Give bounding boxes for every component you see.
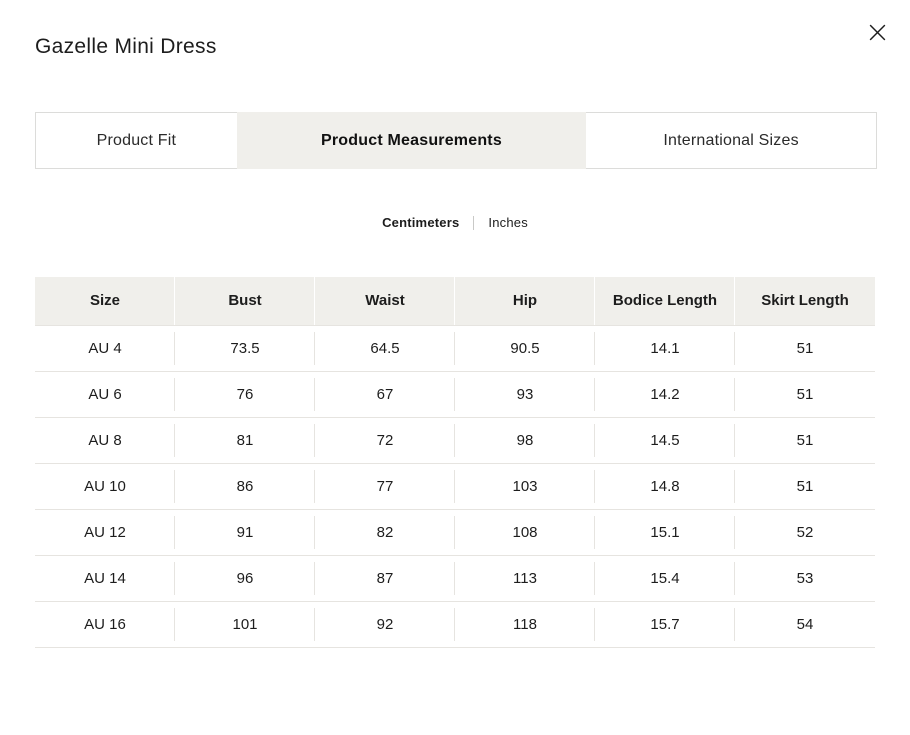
measurement-cell: 108 — [455, 509, 595, 556]
measurement-cell: 87 — [315, 555, 455, 602]
table-row: AU 12 91 82 108 15.1 52 — [35, 509, 875, 556]
measurement-cell: 67 — [315, 371, 455, 418]
table-row: AU 16 101 92 118 15.7 54 — [35, 601, 875, 648]
measurement-cell: 98 — [455, 417, 595, 464]
measurement-cell: 92 — [315, 601, 455, 648]
table-row: AU 14 96 87 113 15.4 53 — [35, 555, 875, 602]
column-header: Bodice Length — [595, 277, 736, 326]
unit-divider — [473, 215, 475, 230]
close-button[interactable] — [865, 20, 889, 44]
table-row: AU 10 86 77 103 14.8 51 — [35, 463, 875, 510]
unit-toggle: Centimeters Inches — [0, 215, 910, 230]
close-icon — [867, 22, 888, 43]
column-header: Size — [35, 277, 176, 326]
measurements-table-body: AU 4 73.5 64.5 90.5 14.1 51 AU 6 76 67 93 14.2 51 AU… — [35, 325, 875, 648]
measurement-cell: 51 — [735, 325, 875, 372]
measurements-table: Size Bust Waist Hip Bodice Length Skirt Lengt… — [35, 277, 875, 648]
measurement-cell: 51 — [735, 417, 875, 464]
size-cell: AU 6 — [35, 371, 175, 418]
measurement-cell: 15.7 — [595, 601, 735, 648]
tab-international-sizes[interactable]: International Sizes — [586, 113, 876, 168]
measurement-cell: 76 — [175, 371, 315, 418]
size-cell: AU 12 — [35, 509, 175, 556]
measurement-cell: 14.8 — [595, 463, 735, 510]
column-header: Skirt Length — [735, 277, 875, 326]
measurement-cell: 77 — [315, 463, 455, 510]
measurement-cell: 86 — [175, 463, 315, 510]
measurement-cell: 51 — [735, 371, 875, 418]
measurement-cell: 73.5 — [175, 325, 315, 372]
unit-option-inches[interactable]: Inches — [488, 215, 528, 230]
measurement-cell: 118 — [455, 601, 595, 648]
tab-product-fit[interactable]: Product Fit — [36, 113, 237, 168]
measurement-cell: 113 — [455, 555, 595, 602]
measurement-cell: 93 — [455, 371, 595, 418]
measurement-cell: 64.5 — [315, 325, 455, 372]
column-header: Hip — [455, 277, 596, 326]
measurement-cell: 91 — [175, 509, 315, 556]
measurement-cell: 51 — [735, 463, 875, 510]
measurement-cell: 72 — [315, 417, 455, 464]
table-row: AU 8 81 72 98 14.5 51 — [35, 417, 875, 464]
measurement-cell: 14.2 — [595, 371, 735, 418]
column-header: Waist — [315, 277, 456, 326]
measurement-cell: 52 — [735, 509, 875, 556]
unit-option-centimeters[interactable]: Centimeters — [382, 215, 460, 230]
table-row: AU 4 73.5 64.5 90.5 14.1 51 — [35, 325, 875, 372]
measurements-table-head: Size Bust Waist Hip Bodice Length Skirt Lengt… — [35, 277, 875, 326]
measurement-cell: 82 — [315, 509, 455, 556]
table-row: AU 6 76 67 93 14.2 51 — [35, 371, 875, 418]
size-cell: AU 10 — [35, 463, 175, 510]
size-guide-tab-bar: Product Fit Product Measurements Internati… — [35, 112, 877, 169]
measurement-cell: 103 — [455, 463, 595, 510]
size-cell: AU 14 — [35, 555, 175, 602]
header-row: Size Bust Waist Hip Bodice Length Skirt Lengt… — [35, 277, 875, 326]
measurement-cell: 90.5 — [455, 325, 595, 372]
page-title: Gazelle Mini Dress — [35, 35, 217, 59]
measurement-cell: 101 — [175, 601, 315, 648]
measurement-cell: 14.1 — [595, 325, 735, 372]
measurement-cell: 81 — [175, 417, 315, 464]
measurement-cell: 53 — [735, 555, 875, 602]
size-cell: AU 4 — [35, 325, 175, 372]
measurement-cell: 14.5 — [595, 417, 735, 464]
tab-product-measurements[interactable]: Product Measurements — [236, 112, 587, 169]
measurement-cell: 15.1 — [595, 509, 735, 556]
size-cell: AU 16 — [35, 601, 175, 648]
measurement-cell: 96 — [175, 555, 315, 602]
size-cell: AU 8 — [35, 417, 175, 464]
column-header: Bust — [175, 277, 316, 326]
measurement-cell: 15.4 — [595, 555, 735, 602]
measurement-cell: 54 — [735, 601, 875, 648]
